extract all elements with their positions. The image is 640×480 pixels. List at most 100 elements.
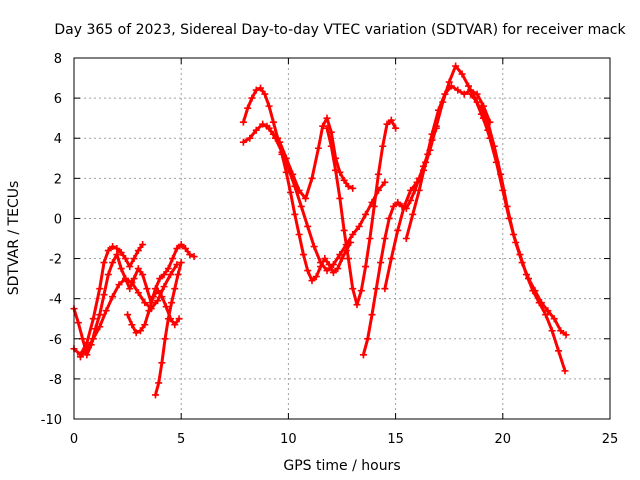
data-point [357, 287, 365, 295]
data-point [248, 94, 256, 102]
data-point [383, 120, 391, 128]
series-trace-7 [239, 120, 389, 275]
data-point [259, 120, 267, 128]
data-point [387, 116, 395, 124]
data-point [104, 247, 112, 255]
data-point [374, 170, 382, 178]
y-tick-label: -10 [41, 413, 62, 428]
data-point [269, 118, 277, 126]
series-line [404, 84, 492, 240]
data-point [154, 297, 162, 305]
data-point [160, 271, 168, 279]
data-point [102, 307, 110, 315]
data-point [126, 285, 134, 293]
y-tick-label: 6 [54, 92, 62, 107]
data-point [177, 241, 185, 249]
data-point [550, 315, 558, 323]
data-point [109, 293, 117, 301]
series-trace-12 [402, 82, 494, 242]
data-point [349, 230, 357, 238]
data-point [162, 303, 170, 311]
data-point [104, 271, 112, 279]
data-point [445, 78, 453, 86]
data-point [308, 277, 316, 285]
data-point [452, 62, 460, 70]
data-point [139, 271, 147, 279]
series-line [265, 116, 355, 200]
data-point [128, 279, 136, 287]
data-point [109, 243, 117, 251]
series-layer [70, 62, 570, 399]
data-point [74, 319, 82, 327]
data-point [149, 293, 157, 301]
series-trace-1 [70, 241, 198, 359]
data-point [121, 275, 129, 283]
data-point [467, 90, 475, 98]
data-point [317, 259, 325, 267]
data-point [89, 335, 97, 343]
data-point [321, 255, 329, 263]
data-point [113, 245, 121, 253]
data-point [310, 243, 318, 251]
data-point [460, 90, 468, 98]
y-tick-labels: -10 -8 -6 -4 -2 0 2 4 6 8 [41, 52, 62, 428]
data-point [156, 275, 164, 283]
data-point [160, 283, 168, 291]
data-point [548, 327, 556, 335]
data-point [349, 285, 357, 293]
series-line [469, 92, 568, 337]
data-point [362, 263, 370, 271]
data-point [370, 202, 378, 210]
data-point [190, 253, 198, 261]
data-point [134, 247, 142, 255]
data-point [177, 259, 185, 267]
data-point [282, 154, 290, 162]
data-point [557, 327, 565, 335]
data-point [447, 82, 455, 90]
data-point [168, 299, 176, 307]
data-point [130, 275, 138, 283]
data-point [295, 230, 303, 238]
data-point [377, 259, 385, 267]
data-point [394, 198, 402, 206]
data-point [151, 391, 159, 399]
data-point [295, 186, 303, 194]
data-point [143, 285, 151, 293]
data-point [562, 331, 570, 339]
data-point [155, 379, 163, 387]
data-point [161, 335, 169, 343]
data-point [100, 291, 108, 299]
y-axis-title: SDTVAR / TECUs [6, 181, 22, 296]
data-point [121, 255, 129, 263]
data-point [181, 245, 189, 253]
data-point [154, 287, 162, 295]
data-point [512, 239, 520, 247]
data-point [344, 182, 352, 190]
data-point [139, 241, 147, 249]
y-tick-label: 2 [54, 172, 62, 187]
data-point [368, 311, 376, 319]
data-point [349, 184, 357, 192]
data-point [269, 130, 277, 138]
data-point [323, 114, 331, 122]
data-point [336, 251, 344, 259]
y-tick-label: 0 [54, 212, 62, 227]
data-point [164, 315, 172, 323]
data-point [175, 315, 183, 323]
data-point [415, 186, 423, 194]
data-point [362, 210, 370, 218]
series-trace-9 [323, 116, 400, 309]
data-point [353, 301, 361, 309]
data-point [486, 134, 494, 142]
data-point [96, 311, 104, 319]
data-point [115, 281, 123, 289]
plot-frame [73, 57, 611, 420]
data-point [113, 251, 121, 259]
data-point [394, 226, 402, 234]
data-point [289, 170, 297, 178]
data-point [385, 214, 393, 222]
data-point [83, 351, 91, 359]
data-point [257, 84, 265, 92]
data-point [329, 269, 337, 277]
data-point [379, 142, 387, 150]
